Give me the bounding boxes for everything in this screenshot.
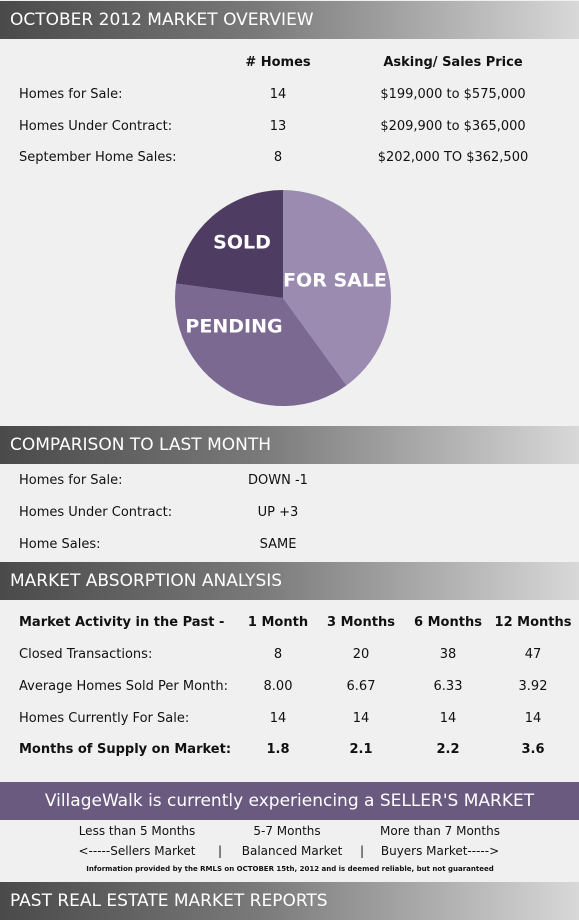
footnote: Information provided by the RMLS on OCTO… [86,865,494,873]
cell: 13 [269,119,287,134]
pie-slice [175,190,283,298]
row-label: Average Homes Sold Per Month: [19,679,228,694]
row-label: Homes Currently For Sale: [19,711,190,726]
legend-range: More than 7 Months [380,824,500,838]
column-header: 3 Months [327,615,395,630]
cell: 3.92 [518,679,548,694]
legend-market: <-----Sellers Market [78,844,196,858]
cell: 38 [439,647,457,662]
row-label: Homes Under Contract: [19,505,173,520]
row-label: Home Sales: [19,537,101,552]
cell: 3.6 [521,742,545,757]
cell: 8 [273,150,283,165]
row-label: Months of Supply on Market: [19,742,232,757]
column-header: # Homes [245,55,311,70]
section-header: MARKET ABSORPTION ANALYSIS [0,562,579,600]
legend-range: 5-7 Months [253,824,321,838]
section-header: PAST REAL ESTATE MARKET REPORTS [0,882,579,920]
separator: | [359,844,365,858]
pie-label: PENDING [185,316,282,338]
legend-market: Buyers Market-----> [380,844,500,858]
cell: 14 [439,711,457,726]
cell: 47 [524,647,542,662]
row-label: September Home Sales: [19,150,177,165]
row-label: Homes for Sale: [19,473,123,488]
legend-range: Less than 5 Months [78,824,196,838]
cell: $199,000 to $575,000 [380,87,526,102]
column-header: 1 Month [247,615,309,630]
separator: | [217,844,223,858]
pie-slice [283,190,392,386]
column-header: Market Activity in the Past - [19,615,225,630]
column-header: 12 Months [494,615,572,630]
row-label: Homes for Sale: [19,87,123,102]
cell: 2.2 [436,742,460,757]
pie-slice [175,283,347,406]
cell: 8 [273,647,283,662]
cell: 14 [352,711,370,726]
pie-label: SOLD [213,232,271,254]
column-header: 6 Months [414,615,482,630]
cell: $209,900 to $365,000 [380,119,526,134]
cell: 20 [352,647,370,662]
cell: 6.33 [433,679,463,694]
cell: $202,000 TO $362,500 [377,150,529,165]
legend-market: Balanced Market [241,844,343,858]
cell: 14 [269,711,287,726]
cell: SAME [259,537,297,552]
row-label: Homes Under Contract: [19,119,173,134]
cell: 2.1 [349,742,373,757]
cell: 6.67 [346,679,376,694]
cell: 14 [269,87,287,102]
section-header: COMPARISON TO LAST MONTH [0,426,579,464]
pie-label: FOR SALE [283,270,387,292]
column-header: Asking/ Sales Price [383,55,523,70]
cell: 14 [524,711,542,726]
section-header: OCTOBER 2012 MARKET OVERVIEW [0,1,579,39]
cell: UP +3 [257,505,299,520]
banner: VillageWalk is currently experiencing a … [0,782,579,820]
cell: DOWN -1 [248,473,308,488]
cell: 1.8 [266,742,290,757]
row-label: Closed Transactions: [19,647,153,662]
cell: 8.00 [263,679,293,694]
